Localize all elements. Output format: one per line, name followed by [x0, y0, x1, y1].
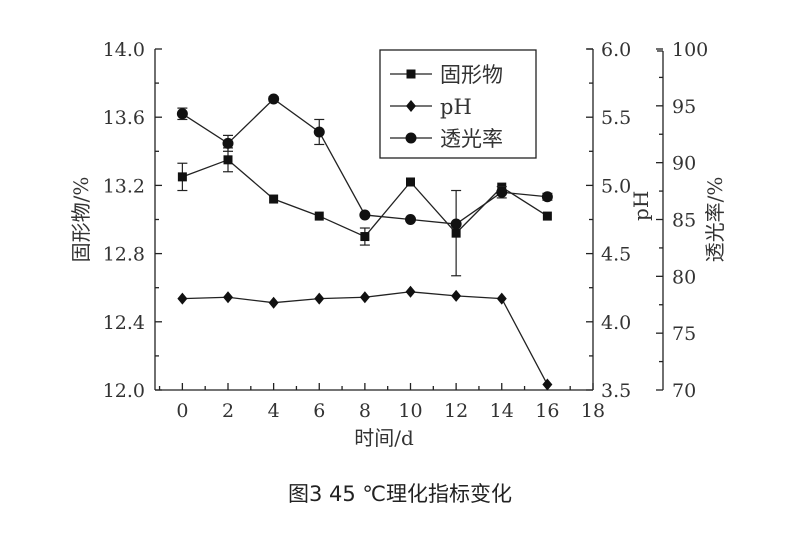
transmittance-point: [541, 191, 553, 203]
transmittance-tick-label: 95: [672, 96, 696, 118]
ph-point: [405, 285, 416, 298]
ph-point: [359, 291, 370, 304]
left-tick-label: 13.6: [103, 107, 145, 129]
ph-tick-label: 3.5: [601, 380, 631, 402]
legend-marker-ph: [406, 100, 416, 112]
solids-point: [451, 228, 461, 238]
solids-point: [269, 194, 279, 204]
ph-point: [451, 289, 462, 302]
solids-point: [223, 155, 233, 165]
x-tick-label: 10: [398, 400, 422, 422]
x-tick-label: 14: [490, 400, 514, 422]
transmittance-tick-label: 80: [672, 266, 696, 288]
ph-tick-label: 5.5: [601, 107, 631, 129]
ph-tick-label: 6.0: [601, 39, 631, 61]
x-tick-label: 16: [535, 400, 559, 422]
legend-marker-transmittance: [405, 132, 417, 144]
x-tick-label: 0: [176, 400, 188, 422]
ph-axis-label: pH: [629, 191, 653, 221]
transmittance-tick-label: 100: [672, 39, 708, 61]
ph-point: [314, 292, 325, 305]
x-tick-label: 8: [359, 400, 371, 422]
left-axis-label: 固形物/%: [69, 177, 93, 263]
transmittance-point: [268, 93, 280, 105]
transmittance-point: [405, 214, 416, 225]
left-tick-label: 12.8: [103, 244, 145, 266]
ph-point: [223, 291, 233, 304]
x-tick-label: 12: [444, 400, 468, 422]
ph-tick-label: 4.5: [601, 244, 631, 266]
solids-point: [406, 177, 415, 187]
figure-caption: 图3 45 ℃理化指标变化: [287, 482, 513, 506]
solids-point: [360, 232, 370, 242]
transmittance-point: [359, 209, 371, 221]
legend-label-solids: 固形物: [440, 63, 503, 87]
legend-label-ph: pH: [440, 95, 472, 119]
ph-point: [268, 296, 279, 309]
transmittance-tick-label: 75: [672, 323, 696, 345]
ph-tick-label: 4.0: [601, 312, 631, 334]
left-tick-label: 13.2: [103, 175, 145, 197]
transmittance-point: [313, 126, 325, 138]
transmittance-tick-label: 90: [672, 153, 696, 175]
x-tick-label: 4: [268, 400, 280, 422]
transmittance-point: [450, 218, 462, 230]
solids-point: [177, 172, 187, 182]
transmittance-point: [496, 186, 508, 198]
x-tick-label: 18: [581, 400, 605, 422]
legend-marker-solids: [406, 69, 416, 79]
ph-point: [542, 378, 553, 391]
ph-point: [496, 292, 507, 305]
ph-point: [177, 292, 188, 305]
x-tick-label: 6: [313, 400, 325, 422]
legend-label-transmittance: 透光率: [440, 127, 503, 151]
x-axis-label: 时间/d: [354, 426, 414, 450]
transmittance-tick-label: 70: [672, 380, 696, 402]
ph-tick-label: 5.0: [601, 175, 631, 197]
transmittance-point: [222, 137, 234, 149]
transmittance-tick-label: 85: [672, 210, 696, 232]
solids-point: [542, 211, 552, 221]
transmittance-point: [176, 108, 188, 120]
transmittance-axis-label: 透光率/%: [703, 177, 727, 263]
solids-point: [314, 211, 324, 221]
left-tick-label: 14.0: [103, 39, 145, 61]
left-tick-label: 12.4: [103, 312, 145, 334]
left-tick-label: 12.0: [103, 380, 145, 402]
ph-series-line: [182, 291, 548, 385]
x-tick-label: 2: [222, 400, 234, 422]
